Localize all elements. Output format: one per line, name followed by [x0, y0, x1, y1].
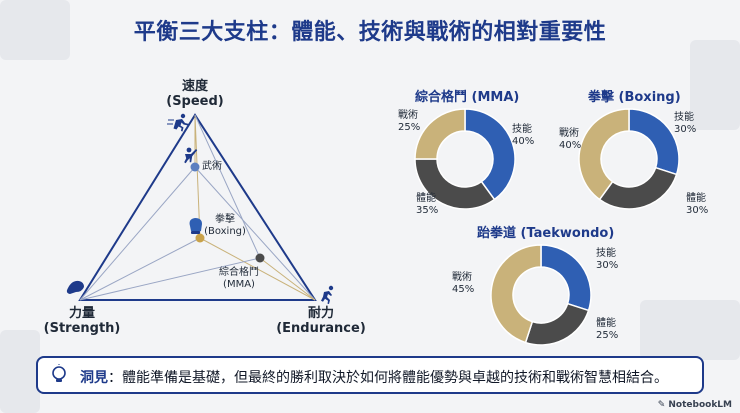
mma-slice-physical — [414, 158, 496, 210]
point-boxing-sub: (Boxing) — [204, 226, 246, 237]
mma-slice-tactic — [414, 108, 466, 160]
insight-separator: ： — [108, 370, 122, 386]
donut-chart-taekwondo — [490, 244, 592, 346]
boxing-slice-skill — [628, 108, 680, 176]
guide-line — [194, 166, 316, 301]
insight-text: 洞見：體能準備是基礎，但最終的勝利取決於如何將體能優勢與卓越的技術和戰術智慧相結… — [80, 367, 668, 387]
mma-physical-category: 體能 — [416, 193, 436, 204]
tkd-physical-label: 體能 25% — [596, 318, 618, 342]
boxing-physical-label: 體能 30% — [686, 193, 708, 217]
boxing-skill-label: 技能 30% — [674, 112, 696, 136]
point-mma-label: 綜合格鬥 — [219, 267, 259, 278]
donut-title-boxing: 拳擊 (Boxing) — [588, 90, 681, 105]
mma-slice-skill — [464, 108, 516, 201]
footer-brand-text: NotebookLM — [668, 400, 732, 410]
boxing-tactic-value: 40% — [559, 140, 582, 151]
page-title: 平衡三大支柱：體能、技術與戰術的相對重要性 — [133, 20, 607, 45]
vertex-strength-label: 力量 — [68, 306, 95, 321]
mma-tactic-category: 戰術 — [398, 110, 418, 121]
vertex-label-endurance: 耐力 (Endurance) — [276, 306, 366, 336]
kick-icon — [184, 147, 198, 164]
point-mma-sub: (MMA) — [223, 279, 255, 290]
insight-key: 洞見 — [80, 370, 108, 386]
tkd-tactic-category: 戰術 — [452, 272, 472, 283]
lightbulb-icon — [52, 364, 66, 382]
mma-skill-value: 40% — [512, 136, 535, 147]
tkd-slice-tactic — [490, 244, 542, 344]
guide-line — [79, 257, 261, 301]
vertex-speed-label: 速度 — [181, 79, 208, 94]
point-boxing — [195, 233, 205, 243]
vertex-endurance-sub: (Endurance) — [276, 321, 366, 336]
point-martial-arts — [190, 162, 200, 172]
point-label-martial-arts: 武術 — [202, 161, 222, 173]
donut-chart-mma — [414, 108, 516, 210]
tkd-tactic-value: 45% — [452, 284, 475, 295]
mma-skill-category: 技能 — [512, 124, 532, 135]
point-label-boxing: 拳擊 (Boxing) — [200, 214, 250, 238]
boxing-tactic-label: 戰術 40% — [559, 128, 581, 152]
insight-box: 洞見：體能準備是基礎，但最終的勝利取決於如何將體能優勢與卓越的技術和戰術智慧相結… — [36, 356, 704, 394]
vertex-label-strength: 力量 (Strength) — [42, 306, 122, 336]
tkd-physical-value: 25% — [596, 330, 619, 341]
running-endurance-icon — [321, 285, 334, 304]
insight-body: 體能準備是基礎，但最終的勝利取決於如何將體能優勢與卓越的技術和戰術智慧相結合。 — [122, 370, 668, 386]
tkd-slice-skill — [540, 244, 592, 312]
boxing-slice-physical — [598, 166, 678, 210]
boxing-glove-icon — [189, 218, 202, 234]
balance-triangle-diagram — [66, 113, 334, 304]
boxing-skill-value: 30% — [674, 124, 697, 135]
background-puzzle-piece — [640, 300, 740, 360]
donut-title-taekwondo: 跆拳道 (Taekwondo) — [477, 226, 615, 241]
point-martial-arts-label: 武術 — [202, 161, 222, 172]
donut-title-mma: 綜合格鬥 (MMA) — [415, 90, 520, 105]
vertex-speed-sub: (Speed) — [166, 94, 224, 109]
point-label-mma: 綜合格鬥 (MMA) — [211, 267, 267, 291]
tkd-tactic-label: 戰術 45% — [452, 272, 474, 296]
running-fast-icon — [167, 113, 189, 132]
tkd-skill-label: 技能 30% — [596, 248, 618, 272]
background-puzzle-piece — [0, 330, 40, 413]
mma-tactic-label: 戰術 25% — [398, 110, 420, 134]
boxing-physical-category: 體能 — [686, 193, 706, 204]
guide-line — [79, 166, 196, 301]
boxing-skill-category: 技能 — [674, 112, 694, 123]
point-boxing-label: 拳擊 — [215, 214, 235, 225]
mma-physical-label: 體能 35% — [416, 193, 438, 217]
flexing-arm-icon — [66, 280, 84, 294]
guide-line — [79, 237, 201, 301]
triangle-outline — [78, 113, 317, 301]
mma-physical-value: 35% — [416, 205, 439, 216]
guide-line — [194, 114, 261, 259]
boxing-tactic-category: 戰術 — [559, 128, 579, 139]
tkd-slice-physical — [524, 302, 590, 346]
tkd-physical-category: 體能 — [596, 318, 616, 329]
tkd-skill-category: 技能 — [596, 248, 616, 259]
tkd-skill-value: 30% — [596, 260, 619, 271]
mma-tactic-value: 25% — [398, 122, 421, 133]
boxing-physical-value: 30% — [686, 205, 709, 216]
footer-brand: ✎ NotebookLM — [657, 400, 732, 410]
background-puzzle-piece — [690, 40, 740, 130]
guide-line — [194, 114, 201, 239]
boxing-slice-tactic — [578, 108, 630, 201]
vertex-endurance-label: 耐力 — [307, 306, 334, 321]
guide-line — [199, 237, 316, 301]
mma-skill-label: 技能 40% — [512, 124, 534, 148]
guide-line — [259, 257, 316, 301]
donut-chart-boxing — [578, 108, 680, 210]
vertex-label-speed: 速度 (Speed) — [165, 79, 225, 109]
background-puzzle-piece — [0, 0, 70, 60]
point-mma — [255, 253, 265, 263]
vertex-strength-sub: (Strength) — [43, 321, 121, 336]
